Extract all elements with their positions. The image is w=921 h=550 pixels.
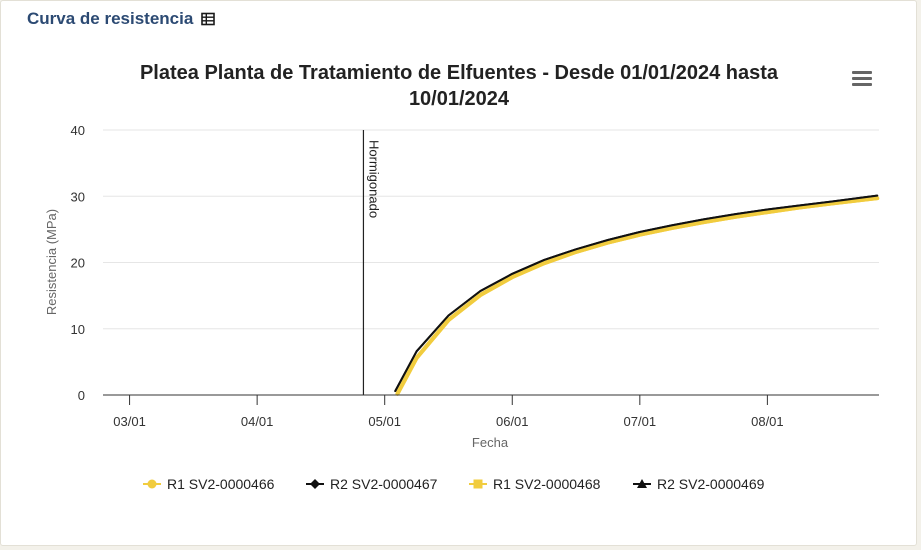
series-line-1 xyxy=(398,198,878,394)
chart-title-line-1: Platea Planta de Tratamiento de Elfuente… xyxy=(140,62,779,84)
x-tick-label: 07/01 xyxy=(624,414,657,429)
y-tick-label: 20 xyxy=(71,256,85,271)
series-lines xyxy=(395,196,877,394)
chart-title-line-2: 10/01/2024 xyxy=(409,88,510,110)
y-axis-title: Resistencia (MPa) xyxy=(44,209,59,315)
y-tick-label: 40 xyxy=(71,123,85,138)
legend-marker-square xyxy=(474,480,483,489)
x-tick-label: 05/01 xyxy=(368,414,401,429)
legend-label-1: R1 SV2-0000466 xyxy=(167,476,275,492)
legend-label-2: R2 SV2-0000467 xyxy=(330,476,438,492)
y-tick-label: 30 xyxy=(71,189,85,204)
hormigonado-label: Hormigonado xyxy=(366,140,381,218)
x-axis-title: Fecha xyxy=(472,435,509,450)
axes: 0 10 20 30 40 03/01 04/01 05/01 06/01 07/01 08/01 xyxy=(71,123,879,429)
legend-label-3: R1 SV2-0000468 xyxy=(493,476,601,492)
grid xyxy=(103,130,879,329)
series-line-2 xyxy=(395,196,877,391)
legend-label-4: R2 SV2-0000469 xyxy=(657,476,765,492)
x-tick-label: 04/01 xyxy=(241,414,274,429)
x-tick-label: 03/01 xyxy=(113,414,146,429)
x-tick-label: 06/01 xyxy=(496,414,529,429)
series-line-3 xyxy=(398,198,878,394)
x-tick-label: 08/01 xyxy=(751,414,784,429)
y-tick-label: 0 xyxy=(78,388,85,403)
legend: R1 SV2-0000466 R2 SV2-0000467 R1 SV2-00004… xyxy=(143,476,765,492)
series-line-4 xyxy=(395,196,877,391)
legend-marker-diamond xyxy=(310,479,320,489)
legend-marker-circle xyxy=(148,480,157,489)
y-tick-label: 10 xyxy=(71,322,85,337)
